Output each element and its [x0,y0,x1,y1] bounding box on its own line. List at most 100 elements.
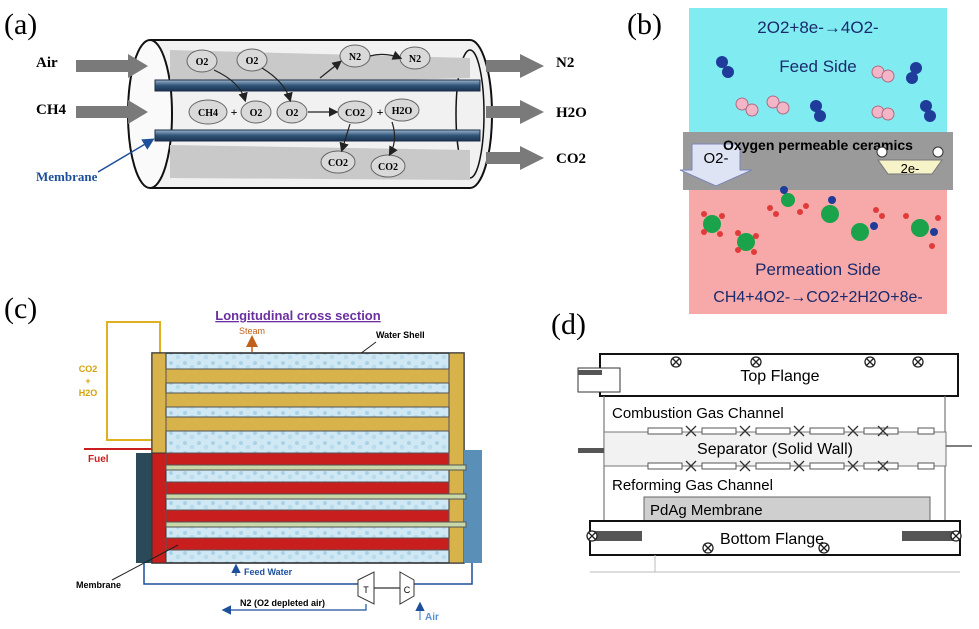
molecule-co2-text: CO2 [328,158,348,169]
oxygen-ion-arrow [679,143,753,187]
separator-label: Separator (Solid Wall) [697,441,853,458]
feed-molecules [716,56,936,122]
fuel-tube [165,537,450,551]
n2-molecule-atom [745,103,759,117]
exhaust-tube [165,392,450,408]
h-atom [803,203,809,209]
co2-molecule [821,205,839,223]
right-header-yellow [448,352,465,564]
h-atom [773,211,779,217]
bolt-markers-top [670,356,924,368]
bolt-markers-bottom [586,530,962,554]
n2-molecule-atom [766,95,780,109]
o-atom [828,196,836,204]
bottom-flange [589,520,961,556]
compressor-icon [399,571,415,605]
h-atom [929,243,935,249]
o2-molecule-atom [814,110,826,122]
left-header-red [151,452,167,564]
membrane-tube-bottom [154,129,481,142]
electron-label: 2e- [901,161,920,176]
air-return-line [405,563,473,585]
molecule-co2-text: CO2 [378,162,398,173]
permeation-side-region [689,190,947,314]
co2-output-arrow [486,146,544,170]
panel-d-label: (d) [551,308,586,341]
co2-molecule [851,223,869,241]
h-atom [797,209,803,215]
o2-molecule-atom [716,56,728,68]
membrane-label: Membrane [36,169,98,184]
electron-icon [876,146,888,158]
membrane-pointer [111,544,179,581]
left-header-yellow [151,352,167,454]
exhaust-tube [165,416,450,432]
reaction-arrow [369,50,403,60]
membrane-pointer [97,138,155,173]
turbine-icon [357,571,375,605]
o2-molecule-atom [920,100,932,112]
reaction-arrow [213,69,248,103]
molecule-h2o-text: H2O [392,106,413,117]
plus-sign: + [231,105,238,119]
pdag-membrane-label: PdAg Membrane [650,502,763,519]
top-inlet-pipe [578,370,602,375]
h-atom [873,207,879,213]
bottom-flange-port-left [590,531,642,541]
co2-exhaust-line [106,321,161,441]
h-atom [751,249,757,255]
cross-section-title: Longitudinal cross section [215,308,380,323]
air-loop-line [143,563,365,585]
molecule-o2 [240,100,272,124]
h-atom [719,213,725,219]
separator-cross-markers [685,425,889,472]
h-atom [701,229,707,235]
combustion-channel-label: Combustion Gas Channel [612,405,784,422]
reaction-arrow [388,121,398,157]
o-atom [870,222,878,230]
n2-molecule-atom [881,107,895,121]
plus-sign: + [377,105,384,119]
permeation-side-label: Permeation Side [755,260,881,279]
feed-equation: 2O2+8e-→4O2- [757,18,878,37]
ceramics-title: Oxygen permeable ceramics [723,137,913,153]
o2-molecule-atom [810,100,822,112]
permeation-molecules [701,186,941,255]
h-atom [735,247,741,253]
feed-water-label: Feed Water [244,567,293,577]
molecule-o2-text: O2 [246,56,259,67]
steam-label: Steam [239,326,265,336]
n2-exhaust-line [221,604,367,615]
h2o-label: H2O [79,388,98,398]
ch4-molecule [703,215,721,233]
h-atom [753,233,759,239]
h-atom [701,211,707,217]
turbine-label: T [363,585,369,595]
molecule-h2o [384,98,420,122]
membrane-label: Membrane [76,580,121,590]
molecule-n2-text: N2 [409,54,421,65]
panel-c: (c) Longitudinal cross section Steam Wat… [4,292,482,623]
compressor-label: C [404,585,411,595]
molecule-o2-text: O2 [196,57,209,68]
co2-label: CO2 [79,364,98,374]
h-atom [767,205,773,211]
o2-molecule-atom [906,72,918,84]
water-shell-label: Water Shell [376,330,425,340]
molecule-o2 [236,48,268,72]
molecule-co2 [320,150,356,174]
molecule-o2-text: O2 [250,108,263,119]
h-atom [735,230,741,236]
ceramics-title-line: Oxygen permeable ceramics [723,137,913,153]
h-atom [717,231,723,237]
air-label: Air [425,612,439,623]
separator-ribs [647,427,935,470]
reaction-arrow [339,123,351,153]
molecule-ch4-text: CH4 [198,108,218,119]
o2-molecule-atom [722,66,734,78]
co2-molecule [911,219,929,237]
fuel-tube [165,481,450,495]
o-atom [930,228,938,236]
exhaust-tube [165,368,450,384]
n2-molecule-atom [881,69,895,83]
